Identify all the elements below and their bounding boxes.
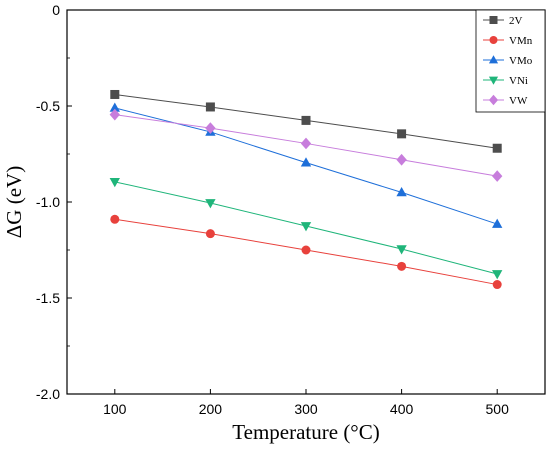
data-point-vmo <box>300 157 312 167</box>
data-point-vmn <box>110 214 120 224</box>
x-tick-label: 200 <box>199 401 223 417</box>
data-point-vni <box>300 222 312 232</box>
legend-label: VNi <box>509 75 528 87</box>
legend-marker-vmn <box>489 36 498 44</box>
legend-marker-vmo <box>488 55 499 64</box>
legend-label: VW <box>509 95 528 107</box>
y-tick-label: -2.0 <box>36 386 60 402</box>
data-point-2v <box>301 115 311 125</box>
data-point-vmn <box>301 245 311 255</box>
legend-marker-vni <box>488 76 499 85</box>
y-tick-label: -1.5 <box>36 290 60 306</box>
legend-marker-vw <box>488 94 499 106</box>
data-point-vmo <box>109 102 120 112</box>
y-tick-label: -0.5 <box>36 98 60 114</box>
legend-box <box>475 9 546 113</box>
axes-layer: 100 200 300 400 500 0 -0.5 -1.0 -1.5 -2.0 <box>36 2 509 417</box>
marks-layer <box>109 89 503 290</box>
x-tick-label: 300 <box>294 401 318 417</box>
data-point-vw <box>492 170 503 182</box>
data-point-vni <box>205 199 216 209</box>
data-point-vni <box>396 245 407 255</box>
data-point-2v <box>110 89 120 99</box>
x-tick-label: 400 <box>390 401 414 417</box>
legend: 2V VMn VMo VNi VW <box>475 9 546 113</box>
data-point-2v <box>205 102 215 112</box>
plot-frame <box>66 9 546 395</box>
data-point-vmn <box>397 261 407 271</box>
data-point-vni <box>492 270 503 280</box>
legend-label: VMn <box>509 35 533 47</box>
y-tick-label: -1.0 <box>36 194 60 210</box>
y-tick-label: 0 <box>52 2 60 18</box>
data-point-vw <box>205 122 216 134</box>
data-point-vmn <box>492 280 502 290</box>
x-tick-label: 500 <box>486 401 510 417</box>
data-point-vmo <box>396 187 407 197</box>
x-axis-title: Temperature (°C) <box>232 420 379 444</box>
data-point-vmo <box>492 218 503 228</box>
data-point-2v <box>397 129 407 139</box>
data-point-vni <box>109 178 120 188</box>
data-point-vmn <box>205 229 215 239</box>
legend-label: 2V <box>509 15 523 27</box>
x-tick-label: 100 <box>103 401 127 417</box>
data-point-2v <box>492 143 502 153</box>
data-point-vw <box>396 153 407 166</box>
data-point-vw <box>109 108 120 121</box>
legend-label: VMo <box>509 55 533 67</box>
y-axis-title: ΔG (eV) <box>2 166 26 238</box>
legend-marker-2v <box>489 16 498 24</box>
data-point-vw <box>300 137 312 150</box>
